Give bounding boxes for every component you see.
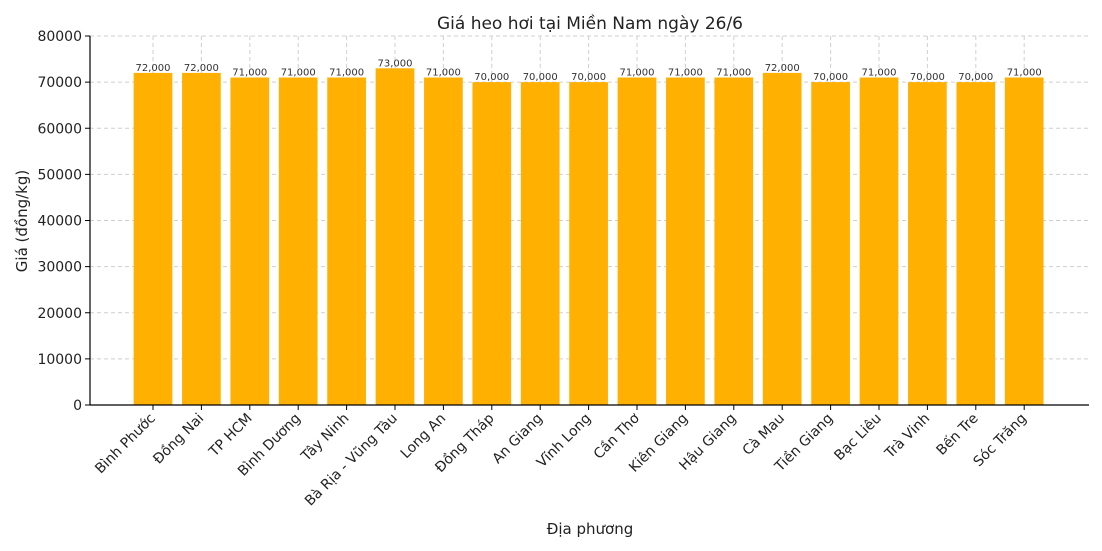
x-tick-label: Bạc Liêu [831, 411, 884, 464]
bar [714, 77, 754, 405]
bar [1004, 77, 1044, 405]
bar [811, 82, 850, 405]
x-tick-label: Bình Phước [92, 411, 159, 478]
x-tick-label: TP HCM [206, 411, 256, 461]
bar-value-label: 71,000 [716, 68, 751, 79]
y-tick-label: 10000 [37, 352, 82, 368]
y-tick-label: 60000 [37, 121, 82, 137]
bar [520, 82, 560, 405]
y-tick-label: 20000 [37, 306, 82, 322]
bar-value-label: 72,000 [765, 63, 800, 74]
bar [424, 77, 463, 405]
x-tick-label: Đồng Nai [150, 410, 208, 468]
bar [133, 72, 173, 406]
chart-title: Giá heo hơi tại Miền Nam ngày 26/6 [437, 13, 743, 34]
x-tick-label: Bà Rịa - Vũng Tàu [302, 411, 401, 510]
bar-value-label: 71,000 [329, 68, 364, 79]
bar-value-label: 72,000 [136, 63, 171, 74]
bar-value-label: 70,000 [958, 72, 993, 83]
bar [617, 77, 657, 405]
y-tick-label: 30000 [37, 260, 82, 276]
bar [956, 82, 996, 405]
x-tick-label: Cà Mau [740, 411, 788, 459]
y-tick-label: 40000 [37, 214, 82, 230]
bar [327, 77, 366, 405]
data-labels: 72,000 72,000 71,000 71,000 71,000 73,000 71,0… [136, 58, 1042, 83]
bar [569, 82, 608, 405]
bar [230, 77, 270, 405]
bar-value-label: 71,000 [232, 68, 267, 79]
bar [375, 68, 415, 405]
bar-value-label: 70,000 [910, 72, 945, 83]
bar-value-label: 71,000 [281, 68, 316, 79]
bar-value-label: 70,000 [571, 72, 606, 83]
bar-value-label: 70,000 [523, 72, 558, 83]
y-tick-label: 70000 [37, 75, 82, 91]
bars [133, 68, 1044, 406]
bar [666, 77, 705, 405]
bar [472, 82, 512, 405]
x-tick-label: Sóc Trăng [970, 411, 1030, 471]
y-axis-label: Giá (đồng/kg) [13, 170, 31, 272]
x-tick-label: Trà Vinh [881, 411, 933, 463]
bar [908, 82, 947, 405]
bar-value-label: 73,000 [378, 58, 413, 69]
bar [859, 77, 899, 405]
bar-value-label: 71,000 [620, 68, 655, 79]
bar [182, 72, 221, 406]
bar [762, 72, 802, 406]
bar-value-label: 70,000 [474, 72, 509, 83]
bar-value-label: 71,000 [862, 68, 897, 79]
x-tick-label: Bến Tre [933, 410, 982, 459]
y-tick-label: 0 [73, 398, 82, 414]
y-tick-label: 80000 [37, 29, 82, 45]
bar-value-label: 70,000 [813, 72, 848, 83]
y-tick-label: 50000 [37, 167, 82, 183]
bar-value-label: 71,000 [426, 68, 461, 79]
bar [278, 77, 318, 405]
bar-value-label: 72,000 [184, 63, 219, 74]
y-axis: 0 10000 20000 30000 40000 50000 60000 70000 8000… [37, 29, 91, 414]
bar-value-label: 71,000 [1007, 68, 1042, 79]
bar-value-label: 71,000 [668, 68, 703, 79]
x-axis-label: Địa phương [547, 520, 634, 538]
